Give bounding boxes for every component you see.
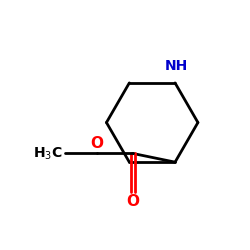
Text: O: O [126,194,140,209]
Text: H$_3$C: H$_3$C [33,145,62,162]
Text: O: O [91,136,104,150]
Text: NH: NH [165,58,188,72]
